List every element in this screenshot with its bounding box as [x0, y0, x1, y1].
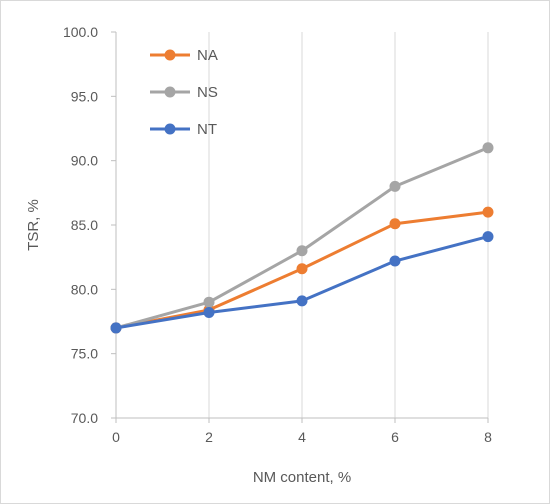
y-axis-title: TSR, %: [25, 199, 42, 251]
series-ns-point-3: [389, 180, 401, 192]
x-tick-label-0: 0: [112, 429, 120, 445]
series-layer: [110, 142, 494, 334]
legend-swatch-marker-na: [164, 49, 176, 61]
legend: NA NS NT: [150, 47, 218, 138]
y-tick-label-5: 95.0: [71, 88, 98, 104]
legend-label-nt: NT: [197, 121, 217, 138]
legend-swatch-marker-ns: [164, 86, 176, 98]
axes: 70.0 75.0 80.0 85.0 90.0 95.0 100.0 0 2 4 6 8: [63, 24, 492, 445]
series-na-point-2: [296, 263, 308, 275]
series-na-point-3: [389, 218, 401, 230]
series-ns-point-1: [203, 296, 215, 308]
series-nt-point-1: [203, 306, 215, 318]
series-ns-point-4: [482, 142, 494, 154]
x-tick-label-4: 8: [484, 429, 492, 445]
x-axis-title: NM content, %: [253, 469, 351, 486]
x-tick-label-3: 6: [391, 429, 399, 445]
series-nt-point-3: [389, 255, 401, 267]
series-nt-point-2: [296, 295, 308, 307]
series-ns-point-2: [296, 245, 308, 257]
series-na-point-4: [482, 206, 494, 218]
y-tick-label-4: 90.0: [71, 153, 98, 169]
series-nt-point-4: [482, 231, 494, 243]
series-nt-point-0: [110, 322, 122, 334]
y-tick-label-3: 85.0: [71, 217, 98, 233]
legend-label-na: NA: [197, 47, 218, 64]
x-tick-label-1: 2: [205, 429, 213, 445]
x-tick-label-2: 4: [298, 429, 306, 445]
y-tick-label-2: 80.0: [71, 281, 98, 297]
y-tick-label-6: 100.0: [63, 24, 98, 40]
legend-label-ns: NS: [197, 84, 218, 101]
legend-swatch-marker-nt: [164, 123, 176, 135]
y-tick-label-1: 75.0: [71, 346, 98, 362]
y-tick-label-0: 70.0: [71, 410, 98, 426]
